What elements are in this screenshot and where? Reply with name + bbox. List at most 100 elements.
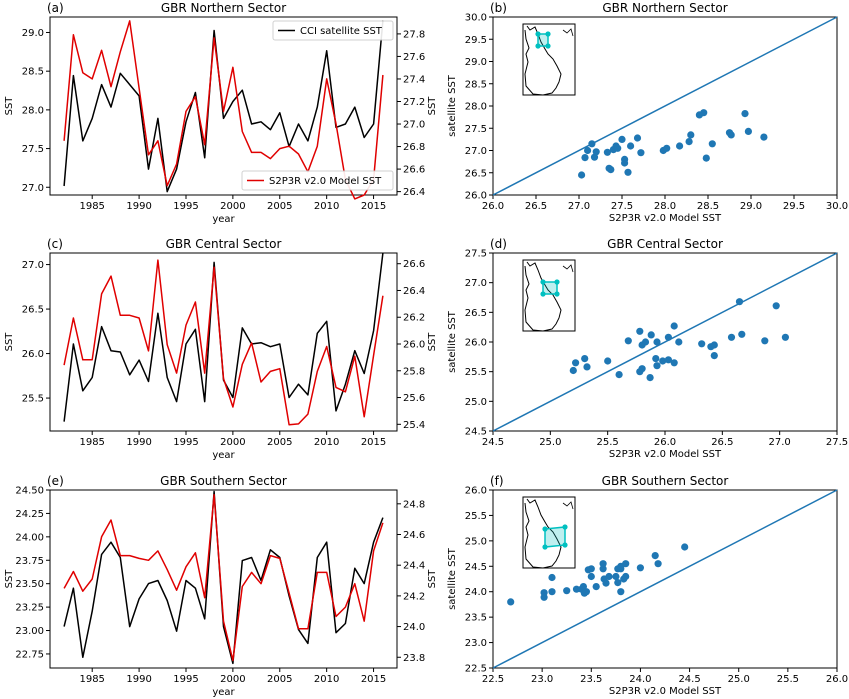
y-tick-label: 26.5 (465, 168, 487, 179)
x-tick-label: 29.0 (740, 201, 762, 212)
y-tick-label: 24.0 (465, 587, 487, 598)
y-right-tick-label: 27.2 (403, 97, 425, 108)
chart-title: GBR Northern Sector (602, 1, 727, 15)
x-tick-label: 2015 (361, 201, 386, 212)
x-tick-label: 1985 (79, 201, 104, 212)
plot-frame (49, 252, 398, 432)
x-axis-label: year (212, 687, 235, 698)
scatter-point (540, 593, 548, 601)
inset-sector-corner-marker (554, 291, 560, 297)
x-tick-label: 1995 (173, 201, 198, 212)
scatter-point (636, 564, 645, 572)
y-tick-label: 26.5 (465, 308, 487, 319)
legend-model-label: S2P3R v2.0 Model SST (269, 176, 382, 187)
x-tick-label: 27.5 (611, 201, 633, 212)
scatter-point (675, 338, 683, 346)
scatter-point (670, 359, 678, 367)
y-left-tick-label: 26.0 (22, 349, 44, 360)
y-tick-label: 27.5 (465, 124, 487, 135)
y-left-tick-label: 24.50 (15, 486, 44, 497)
plot-frame (49, 16, 398, 196)
y-right-tick-label: 26.6 (403, 165, 425, 176)
y-axis-label: satellite SST (447, 547, 458, 610)
y-left-tick-label: 29.0 (22, 28, 44, 39)
scatter-point (548, 573, 556, 582)
x-tick-label: 25.0 (728, 674, 750, 685)
inset-sector-corner-marker (540, 291, 546, 297)
x-tick-label: 26.5 (711, 437, 733, 448)
inset-island-outline (562, 501, 574, 510)
panel-label: (b) (490, 1, 507, 15)
y-tick-label: 28.0 (465, 102, 487, 113)
x-tick-label: 1990 (126, 201, 151, 212)
scatter-point (698, 340, 706, 348)
y-right-tick-label: 27.0 (403, 120, 425, 131)
scatter-point (605, 572, 613, 581)
y-tick-label: 25.0 (465, 397, 487, 408)
inset-sector-corner-marker (545, 43, 551, 49)
x-tick-label: 26.0 (482, 201, 504, 212)
scatter-point (592, 148, 600, 156)
scatter-point (569, 366, 577, 375)
x-tick-label: 2010 (314, 201, 339, 212)
scatter-point (653, 338, 661, 346)
x-tick-label: 2000 (220, 437, 245, 448)
scatter-point (647, 331, 655, 339)
line-panel: 1985 1990 1995 2000 2005 2010 2015 25.5 26.0 26.5… (4, 237, 438, 461)
x-tick-label: 23.5 (580, 674, 602, 685)
x-tick-label: 24.5 (482, 437, 504, 448)
scatter-point (582, 588, 591, 596)
y-right-tick-label: 24.0 (403, 622, 425, 633)
scatter-point (727, 131, 735, 139)
y-left-tick-label: 26.5 (22, 305, 44, 316)
y-left-tick-label: 22.75 (15, 649, 44, 660)
scatter-point (599, 560, 607, 568)
panel-label: (e) (47, 474, 64, 488)
y-tick-label: 23.0 (465, 638, 487, 649)
y-right-tick-label: 24.2 (403, 591, 425, 602)
scatter-point (581, 355, 589, 363)
y-left-tick-label: 25.5 (22, 394, 44, 405)
line-panel: 1985 1990 1995 2000 2005 2010 2015 22.75 23.00 23… (4, 474, 438, 698)
scatter-point (592, 583, 600, 591)
scatter-point (615, 371, 623, 379)
model-series-line (63, 20, 384, 200)
y-tick-label: 29.0 (465, 57, 487, 68)
y-tick-label: 26.0 (465, 486, 487, 497)
scatter-point (621, 159, 629, 167)
y-tick-label: 25.5 (465, 367, 487, 378)
scatter-point (700, 109, 708, 117)
scatter-point (708, 140, 716, 148)
inset-coastline (524, 261, 562, 332)
satellite-series-line (63, 20, 384, 193)
inset-sector-corner-marker (554, 279, 560, 285)
scatter-point (612, 572, 620, 581)
y-tick-label: 25.5 (465, 511, 487, 522)
x-axis-label: year (212, 450, 235, 461)
y-right-tick-label: 26.4 (403, 286, 425, 297)
x-axis-label: S2P3R v2.0 Model SST (609, 449, 722, 460)
y-right-tick-label: 24.6 (403, 530, 425, 541)
line-panel: 1985 1990 1995 2000 2005 2010 2015 27.0 27.5 28.0… (4, 1, 438, 225)
x-tick-label: 1990 (126, 674, 151, 685)
scatter-point (602, 579, 610, 587)
scatter-point (761, 337, 769, 345)
scatter-point (744, 127, 753, 135)
one-to-one-line (492, 489, 838, 669)
one-to-one-line (492, 252, 838, 432)
y-right-tick-label: 27.6 (403, 52, 425, 63)
x-tick-label: 28.0 (654, 201, 676, 212)
scatter-point (584, 146, 592, 155)
x-tick-label: 2015 (361, 674, 386, 685)
scatter-point (572, 359, 580, 367)
scatter-point (664, 333, 673, 341)
y-right-tick-label: 25.4 (403, 420, 425, 431)
y-tick-label: 24.5 (465, 427, 487, 438)
inset-sector-corner-marker (540, 279, 546, 285)
legend-satellite-box (272, 20, 394, 41)
y-right-tick-label: 25.8 (403, 366, 425, 377)
scatter-point (772, 302, 780, 310)
inset-sector-corner-marker (535, 43, 541, 49)
x-tick-label: 30.0 (826, 201, 848, 212)
panel-label: (a) (47, 1, 64, 15)
